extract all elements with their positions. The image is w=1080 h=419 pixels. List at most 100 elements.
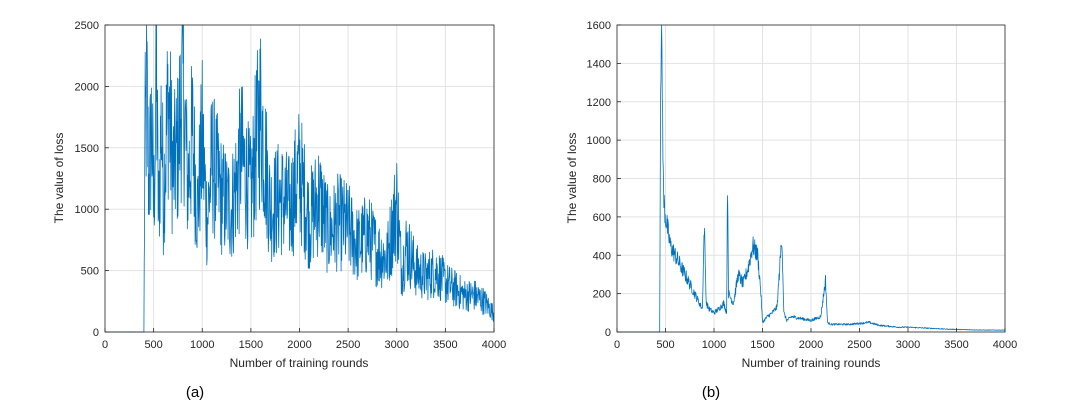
- y-tick-label: 0: [605, 327, 611, 339]
- x-tick-label: 1500: [239, 339, 263, 351]
- y-tick-label: 600: [593, 212, 611, 224]
- data-point: [840, 324, 841, 325]
- data-point: [786, 320, 787, 321]
- data-point: [767, 316, 768, 317]
- data-point: [665, 216, 666, 217]
- data-point: [211, 159, 212, 160]
- y-tick-label: 1600: [587, 20, 611, 32]
- chart-0: 0 500 1000 1500 2000 2500 3000 3500 4000 0 500 1000…: [52, 20, 506, 401]
- data-point: [241, 153, 242, 154]
- data-point: [309, 221, 310, 222]
- data-point: [207, 221, 208, 222]
- data-point: [250, 196, 251, 197]
- data-point: [709, 308, 710, 309]
- data-point: [713, 312, 714, 313]
- data-point: [728, 293, 729, 294]
- data-point: [177, 147, 178, 148]
- y-tick-label: 1200: [587, 97, 611, 109]
- x-tick-label: 2500: [847, 339, 871, 351]
- subfigure-caption: (b): [702, 384, 720, 401]
- data-point: [270, 209, 271, 210]
- data-point: [172, 172, 173, 173]
- data-point: [907, 327, 908, 328]
- data-point: [801, 318, 802, 319]
- data-point: [820, 316, 821, 317]
- data-point: [791, 316, 792, 317]
- data-point: [260, 110, 261, 111]
- data-point: [661, 38, 662, 39]
- x-tick-label: 1000: [702, 339, 726, 351]
- data-point: [675, 255, 676, 256]
- data-point: [694, 293, 695, 294]
- x-tick-label: 1000: [190, 339, 214, 351]
- series-line-0: [616, 24, 1006, 333]
- data-point: [927, 328, 928, 329]
- x-tick-label: 500: [144, 339, 162, 351]
- data-point: [318, 196, 319, 197]
- data-point: [163, 196, 164, 197]
- data-point: [827, 322, 828, 323]
- data-point: [255, 147, 256, 148]
- data-point: [464, 295, 465, 296]
- y-tick-label: 200: [593, 289, 611, 301]
- x-tick-label: 0: [102, 339, 108, 351]
- data-point: [146, 92, 147, 93]
- x-tick-label: 0: [614, 339, 620, 351]
- data-point: [738, 274, 739, 275]
- data-point: [435, 270, 436, 271]
- x-tick-label: 500: [656, 339, 674, 351]
- data-point: [966, 329, 967, 330]
- data-point: [445, 282, 446, 283]
- data-point: [377, 252, 378, 253]
- x-tick-label: 4000: [993, 339, 1017, 351]
- data-point: [781, 235, 782, 236]
- x-tick-label: 1500: [750, 339, 774, 351]
- data-point: [406, 245, 407, 246]
- y-tick-label: 2500: [75, 20, 99, 32]
- data-point: [328, 233, 329, 234]
- x-axis-label: Number of training rounds: [742, 356, 881, 370]
- data-point: [221, 196, 222, 197]
- data-point: [704, 224, 705, 225]
- data-point: [231, 209, 232, 210]
- y-axis-label: The value of loss: [565, 133, 579, 224]
- data-point: [663, 197, 664, 198]
- data-point: [474, 295, 475, 296]
- data-point: [182, 76, 183, 77]
- data-point: [148, 184, 149, 185]
- data-point: [202, 141, 203, 142]
- data-point: [151, 123, 152, 124]
- data-point: [187, 184, 188, 185]
- data-point: [776, 306, 777, 307]
- data-point: [859, 323, 860, 324]
- data-point: [660, 63, 661, 64]
- data-point: [484, 301, 485, 302]
- chart-1: 0 500 1000 1500 2000 2500 3000 3500 4000 0 200 400 6…: [565, 20, 1017, 401]
- data-point: [849, 324, 850, 325]
- data-point: [168, 98, 169, 99]
- subfigure-caption: (a): [186, 384, 204, 401]
- data-point: [161, 110, 162, 111]
- data-point: [830, 324, 831, 325]
- data-point: [878, 325, 879, 326]
- data-point: [747, 268, 748, 269]
- data-point: [156, 80, 157, 81]
- data-point: [338, 221, 339, 222]
- data-point: [416, 270, 417, 271]
- x-tick-label: 3000: [385, 339, 409, 351]
- data-point: [946, 329, 947, 330]
- data-point: [762, 322, 763, 323]
- data-point: [810, 320, 811, 321]
- data-point: [825, 280, 826, 281]
- data-point: [386, 258, 387, 259]
- data-point: [396, 202, 397, 203]
- data-point: [726, 312, 727, 313]
- data-point: [299, 172, 300, 173]
- y-tick-label: 0: [93, 327, 99, 339]
- data-point: [348, 227, 349, 228]
- data-point: [144, 147, 145, 148]
- data-point: [727, 178, 728, 179]
- y-axis-label: The value of loss: [52, 133, 66, 224]
- x-tick-label: 3000: [896, 339, 920, 351]
- data-point: [752, 245, 753, 246]
